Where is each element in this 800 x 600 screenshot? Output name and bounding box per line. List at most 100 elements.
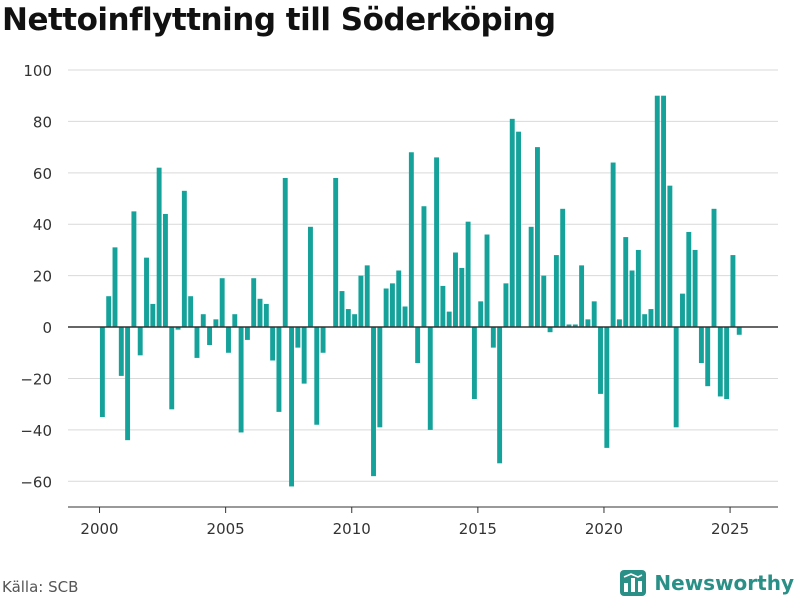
- bars: [99, 95, 742, 487]
- bar: [244, 327, 250, 340]
- bar: [270, 327, 276, 361]
- bar: [408, 152, 414, 328]
- bar: [560, 208, 566, 328]
- bar: [131, 211, 137, 328]
- bar: [711, 208, 717, 328]
- bar: [137, 327, 143, 356]
- newsworthy-logo[interactable]: Newsworthy: [620, 568, 794, 598]
- bar: [440, 285, 446, 328]
- bar: [377, 327, 383, 428]
- bar: [484, 234, 490, 328]
- bar: [598, 327, 603, 394]
- y-tick-label: 0: [42, 319, 52, 337]
- bar: [402, 306, 408, 328]
- bar: [541, 275, 547, 328]
- bar: [188, 296, 194, 328]
- brand-name: Newsworthy: [654, 571, 794, 595]
- bar: [680, 293, 685, 328]
- bar: [730, 255, 736, 328]
- bar: [175, 327, 181, 330]
- bar: [478, 301, 484, 328]
- bar: [125, 327, 131, 441]
- bar: [661, 95, 667, 328]
- bar: [358, 275, 364, 328]
- bar: [238, 327, 244, 433]
- bar: [471, 327, 477, 400]
- bar: [345, 309, 351, 328]
- bar: [301, 327, 307, 384]
- y-tick-label: 60: [33, 165, 52, 183]
- bar: [459, 267, 465, 328]
- bar: [535, 147, 540, 328]
- bar: [415, 327, 421, 364]
- bar: [213, 319, 219, 328]
- bar: [118, 327, 124, 376]
- bar: [364, 265, 370, 328]
- bar: [371, 327, 376, 477]
- bar: [503, 283, 509, 328]
- bar: [604, 327, 610, 448]
- bar: [654, 95, 660, 328]
- bar: [566, 324, 572, 328]
- bar: [295, 327, 301, 348]
- bar: [106, 296, 112, 328]
- bar: [572, 324, 578, 328]
- bar: [465, 221, 471, 328]
- bar: [282, 177, 288, 328]
- bar: [156, 167, 162, 328]
- x-axis-ticks: 2000 2005 2010 2015 2020 2025: [80, 507, 749, 538]
- bar: [585, 319, 591, 328]
- bar: [99, 327, 105, 418]
- bar: [112, 247, 118, 328]
- y-tick-label: −20: [20, 370, 52, 388]
- bar: [579, 265, 585, 328]
- bar: [434, 157, 440, 328]
- bar: [232, 314, 238, 328]
- bar: [642, 314, 648, 328]
- bar: [263, 303, 269, 328]
- y-tick-label: 100: [23, 62, 52, 80]
- bar: [686, 231, 692, 328]
- bar: [421, 206, 427, 328]
- bar: [698, 327, 704, 364]
- bar: [339, 291, 345, 328]
- bar: [692, 249, 698, 328]
- bar: [251, 278, 257, 328]
- bar: [207, 327, 213, 346]
- bar: [528, 226, 534, 328]
- x-tick-label: 2015: [459, 520, 497, 538]
- bar: [667, 185, 673, 328]
- bar: [446, 311, 452, 328]
- bar: [333, 177, 339, 328]
- bar: [181, 190, 187, 328]
- bar: [490, 327, 496, 348]
- bar: [194, 327, 200, 358]
- chart-title: Nettoinflyttning till Söderköping: [2, 2, 556, 38]
- bar: [200, 314, 206, 328]
- bar: [257, 298, 263, 328]
- y-tick-label: 80: [33, 113, 52, 131]
- bar: [144, 257, 149, 328]
- bar: [427, 327, 433, 430]
- bar: [219, 278, 225, 328]
- x-tick-label: 2005: [207, 520, 245, 538]
- bar: [705, 327, 711, 387]
- bar: [314, 327, 320, 425]
- x-tick-label: 2025: [711, 520, 749, 538]
- bar: [623, 237, 629, 328]
- bar: [150, 303, 156, 328]
- bar: [383, 288, 389, 328]
- bar: [547, 327, 553, 333]
- x-tick-label: 2000: [80, 520, 118, 538]
- x-tick-label: 2010: [333, 520, 371, 538]
- bar: [610, 162, 616, 328]
- bar: [169, 327, 175, 410]
- bar: [352, 314, 358, 328]
- y-tick-label: −60: [20, 473, 52, 491]
- y-axis-ticks: 100 80 60 40 20 0 −20 −40 −60: [20, 62, 52, 491]
- bar: [276, 327, 282, 412]
- bar: [553, 255, 559, 328]
- bar: [497, 327, 503, 464]
- bar-chart-logo-icon: [620, 570, 647, 596]
